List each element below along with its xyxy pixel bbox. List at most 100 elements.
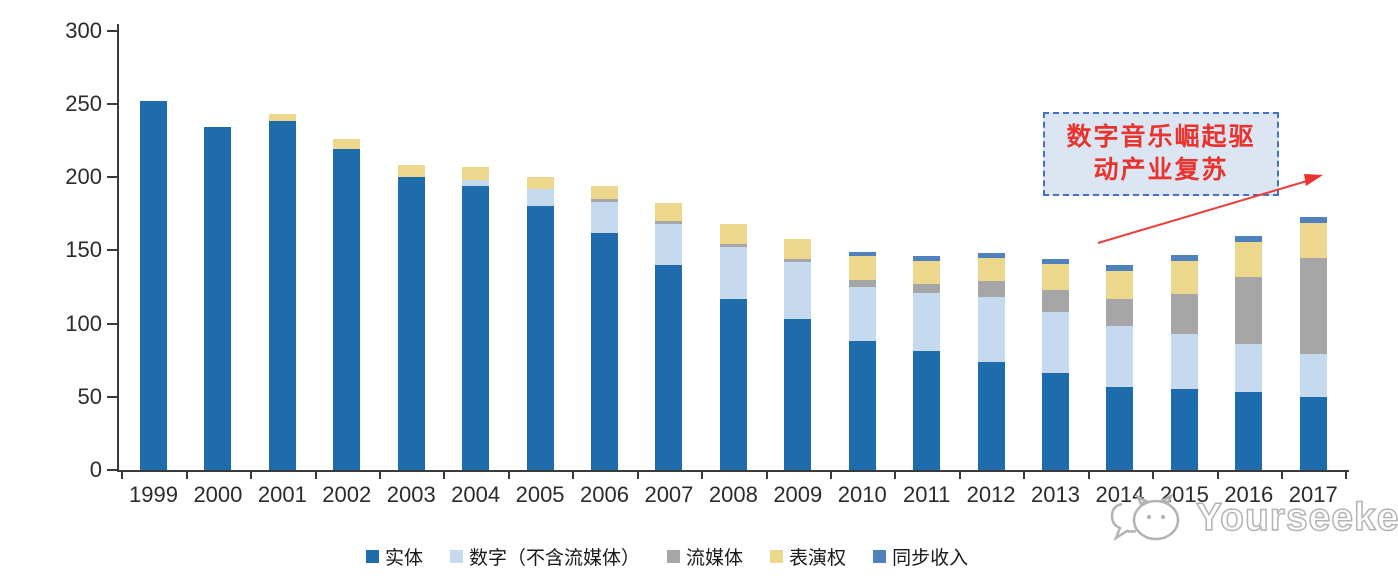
x-axis-label: 2000 xyxy=(193,482,243,507)
bar-segment-physical xyxy=(655,264,683,470)
x-axis-label: 2004 xyxy=(451,482,501,507)
bar-segment-streaming xyxy=(1170,294,1198,334)
legend-label-streaming: 流媒体 xyxy=(686,548,744,569)
x-axis-tick xyxy=(314,471,317,479)
x-axis-label: 2016 xyxy=(1224,482,1274,507)
bar-segment-physical xyxy=(977,361,1005,470)
bar-segment-physical xyxy=(1106,386,1134,470)
x-axis-label: 2007 xyxy=(644,482,694,507)
bar-segment-physical xyxy=(333,149,361,470)
bar-segment-digital xyxy=(1235,344,1263,393)
bar-segment-digital xyxy=(1042,311,1070,374)
bar-segment-digital xyxy=(1170,333,1198,390)
y-axis-label: 50 xyxy=(77,383,102,409)
bar-segment-performance xyxy=(333,139,361,150)
bar-segment-performance xyxy=(784,238,812,260)
bar-segment-physical xyxy=(1042,373,1070,470)
x-axis-label: 2015 xyxy=(1159,482,1209,507)
x-axis-label: 2009 xyxy=(773,482,823,507)
bar-segment-sync xyxy=(1235,235,1263,242)
bar-segment-sync xyxy=(1299,216,1327,223)
bar-segment-performance xyxy=(719,223,747,245)
x-axis-tick xyxy=(830,471,832,479)
y-axis-label: 250 xyxy=(65,90,102,116)
x-axis-tick xyxy=(894,471,897,479)
x-axis-tick xyxy=(765,471,768,479)
legend-label-digital: 数字（不含流媒体） xyxy=(469,548,641,569)
legend: 实体 数字（不含流媒体） 流媒体 表演权 同步收入 xyxy=(366,543,968,570)
y-axis-tick xyxy=(107,249,118,252)
x-axis-tick xyxy=(379,471,381,479)
bar-segment-digital xyxy=(848,286,876,342)
yourseeker-logo-icon xyxy=(1110,493,1180,542)
bar-segment-digital xyxy=(719,247,747,299)
bar-segment-performance xyxy=(977,257,1005,282)
x-axis-label: 2012 xyxy=(966,482,1016,507)
x-axis-label: 2002 xyxy=(322,482,372,507)
bar-segment-physical xyxy=(140,100,167,470)
x-axis-label: 2006 xyxy=(580,482,629,507)
legend-item-performance: 表演权 xyxy=(770,543,846,570)
legend-item-sync: 同步收入 xyxy=(873,543,968,570)
bar-segment-digital xyxy=(1299,354,1327,397)
y-axis-tick xyxy=(107,29,118,32)
y-axis-tick xyxy=(107,102,118,105)
bar-segment-sync xyxy=(1170,254,1198,261)
bar-segment-digital xyxy=(655,223,683,265)
bar-segment-streaming xyxy=(591,199,618,203)
bar-segment-performance xyxy=(1170,260,1198,295)
bar-segment-digital xyxy=(1106,326,1134,387)
x-axis-tick xyxy=(250,471,253,479)
bar-segment-physical xyxy=(1235,392,1263,470)
bar-segment-streaming xyxy=(977,281,1005,298)
bar-segment-streaming xyxy=(1106,298,1134,327)
bar-segment-digital xyxy=(977,297,1005,362)
y-axis-tick xyxy=(107,176,118,179)
annotation-line-2: 动产业复苏 xyxy=(1093,157,1229,184)
bar-segment-performance xyxy=(526,177,554,189)
bar-segment-physical xyxy=(397,177,425,470)
bar-segment-digital xyxy=(591,202,618,233)
bar-segment-streaming xyxy=(1042,289,1070,312)
bar-segment-physical xyxy=(462,185,490,470)
legend-swatch-streaming xyxy=(667,550,681,563)
bar-segment-performance xyxy=(655,203,683,222)
bar-segment-sync xyxy=(848,251,876,257)
x-axis-label: 2003 xyxy=(386,482,436,507)
bar-segment-performance xyxy=(591,185,618,200)
x-axis-tick xyxy=(701,471,704,479)
x-axis-tick xyxy=(507,471,510,479)
bar-segment-streaming xyxy=(913,284,941,293)
legend-swatch-physical xyxy=(366,550,379,563)
legend-swatch-performance xyxy=(770,550,784,563)
x-axis-line xyxy=(117,470,1349,472)
bar-segment-performance xyxy=(1299,222,1327,258)
x-axis-tick xyxy=(1023,471,1026,479)
y-axis-label: 200 xyxy=(65,164,102,190)
watermark-text: Yourseeker xyxy=(1195,495,1398,540)
bar-segment-physical xyxy=(204,127,232,470)
legend-swatch-sync xyxy=(873,550,887,563)
bar-segment-performance xyxy=(848,256,876,280)
bar-segment-physical xyxy=(268,121,296,470)
bar-segment-performance xyxy=(397,165,425,178)
bar-segment-sync xyxy=(1042,259,1070,264)
x-axis-tick xyxy=(1216,471,1219,479)
bar-segment-physical xyxy=(1299,396,1327,470)
bar-segment-physical xyxy=(719,298,747,470)
legend-label-sync: 同步收入 xyxy=(892,548,969,569)
annotation-line-1: 数字音乐崛起驱 xyxy=(1066,124,1256,151)
x-axis-tick xyxy=(1152,471,1155,479)
x-axis-label: 2013 xyxy=(1031,482,1080,507)
bar-segment-digital xyxy=(784,262,812,320)
bar-segment-streaming xyxy=(655,221,683,224)
y-axis-tick xyxy=(107,322,118,325)
bar-segment-performance xyxy=(268,114,296,122)
bar-segment-streaming xyxy=(719,244,747,248)
x-axis-tick xyxy=(443,471,446,479)
bar-segment-streaming xyxy=(848,279,876,287)
legend-item-physical: 实体 xyxy=(366,543,423,570)
bar-segment-physical xyxy=(526,206,554,470)
